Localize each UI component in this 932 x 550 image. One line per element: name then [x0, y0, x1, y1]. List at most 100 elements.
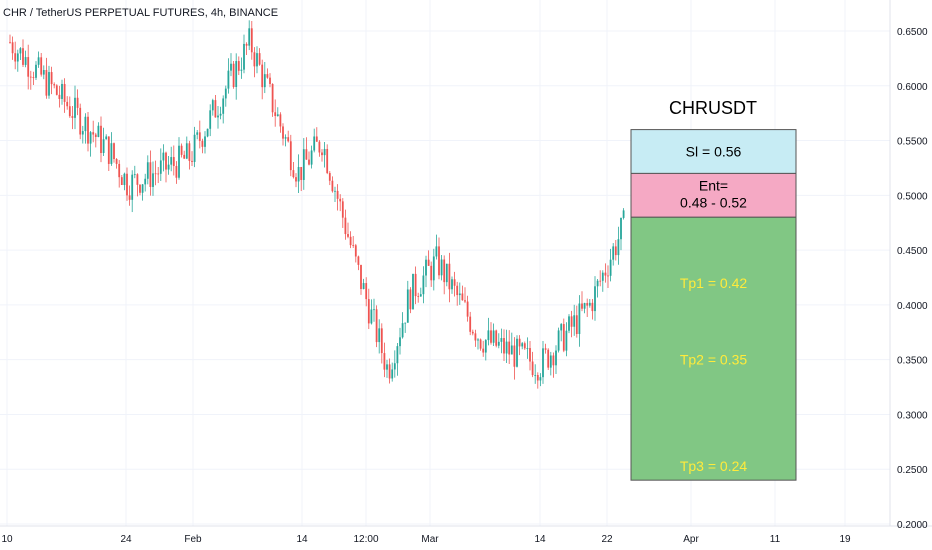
candle — [48, 65, 50, 99]
candle — [451, 276, 453, 294]
candle — [172, 145, 175, 176]
candle-body — [614, 246, 617, 256]
candle — [81, 125, 84, 144]
candle-body — [380, 328, 383, 354]
candle-body — [347, 234, 349, 237]
candle — [175, 161, 178, 184]
candle — [609, 248, 612, 282]
candle — [87, 112, 89, 152]
candle-body — [193, 134, 196, 162]
candle — [477, 338, 479, 350]
candle-body — [19, 48, 22, 54]
candle-body — [331, 180, 334, 192]
candle-body — [495, 330, 498, 346]
candle — [438, 237, 440, 280]
candle-body — [42, 70, 45, 75]
candle-body — [318, 141, 321, 153]
candle-body — [521, 343, 524, 347]
candle — [276, 107, 279, 117]
candle — [406, 280, 409, 323]
candle — [521, 341, 524, 350]
candle — [347, 222, 349, 239]
candle-body — [287, 137, 290, 142]
candle — [417, 292, 420, 303]
candle — [237, 56, 240, 76]
candle-body — [383, 353, 386, 370]
target-3-label: Tp3 = 0.24 — [680, 458, 748, 474]
candle-body — [45, 70, 48, 96]
candle — [578, 295, 581, 347]
candle — [575, 305, 578, 338]
candle — [581, 291, 583, 312]
candle — [349, 231, 352, 249]
candle-body — [469, 316, 472, 332]
candle-body — [321, 152, 323, 156]
candle-body — [243, 43, 245, 70]
candle-body — [341, 201, 344, 218]
candle-body — [27, 57, 30, 77]
candle-body — [544, 348, 547, 350]
candle — [326, 144, 329, 175]
candle — [321, 149, 323, 162]
candle — [214, 94, 217, 118]
candle-body — [279, 114, 282, 127]
candle-body — [9, 41, 11, 43]
time-axis[interactable]: 10 24 Feb 14 12:00 Mar 14 22 Apr 11 19 — [1, 534, 851, 545]
candle-body — [414, 273, 417, 297]
candle-body — [196, 132, 199, 135]
candle-body — [529, 348, 531, 362]
candle — [19, 47, 22, 60]
price-axis[interactable]: 0.6500 0.6000 0.5500 0.5000 0.4500 0.4000 0.35… — [897, 27, 928, 531]
time-tick-label: 24 — [120, 534, 132, 545]
candle-body — [508, 341, 511, 355]
candle-body — [581, 303, 583, 309]
price-tick-label: 0.4000 — [897, 301, 928, 312]
candle-body — [422, 275, 425, 295]
candle — [282, 123, 284, 146]
candle — [471, 329, 474, 336]
candle-body — [22, 48, 24, 65]
candle — [297, 154, 300, 193]
candle — [227, 58, 230, 94]
candle-body — [404, 322, 407, 324]
candle-body — [474, 333, 477, 341]
candle-body — [375, 309, 378, 343]
candle — [89, 131, 92, 157]
candle-body — [409, 289, 412, 310]
entry-label-line1: Ent= — [699, 177, 728, 193]
candle-body — [92, 132, 95, 135]
candle-body — [583, 303, 586, 309]
candle-body — [266, 74, 269, 78]
candle — [448, 252, 451, 303]
candle — [365, 277, 368, 307]
candle-body — [16, 53, 19, 62]
candle-body — [326, 148, 329, 174]
candle — [323, 142, 326, 168]
candle-body — [102, 139, 105, 154]
candle — [367, 288, 370, 330]
pair-label: CHRUSDT — [669, 98, 757, 118]
candle — [206, 128, 209, 138]
candle — [461, 285, 464, 301]
candle-body — [58, 94, 61, 99]
candle-body — [214, 100, 217, 118]
candle-body — [63, 83, 66, 102]
candle-body — [183, 154, 186, 159]
price-tick-label: 0.5000 — [897, 191, 928, 202]
candle — [269, 73, 271, 88]
candle — [232, 60, 235, 89]
candle — [183, 150, 186, 159]
candle-body — [557, 330, 560, 351]
candle-body — [68, 106, 71, 117]
candle-body — [438, 246, 440, 276]
candle — [180, 143, 183, 158]
candle — [159, 148, 162, 181]
candle-body — [471, 331, 474, 334]
candle — [412, 273, 414, 310]
candle-body — [445, 263, 448, 283]
candle — [357, 255, 360, 271]
candle — [11, 36, 14, 60]
candle — [120, 175, 123, 186]
candle-body — [302, 149, 305, 180]
